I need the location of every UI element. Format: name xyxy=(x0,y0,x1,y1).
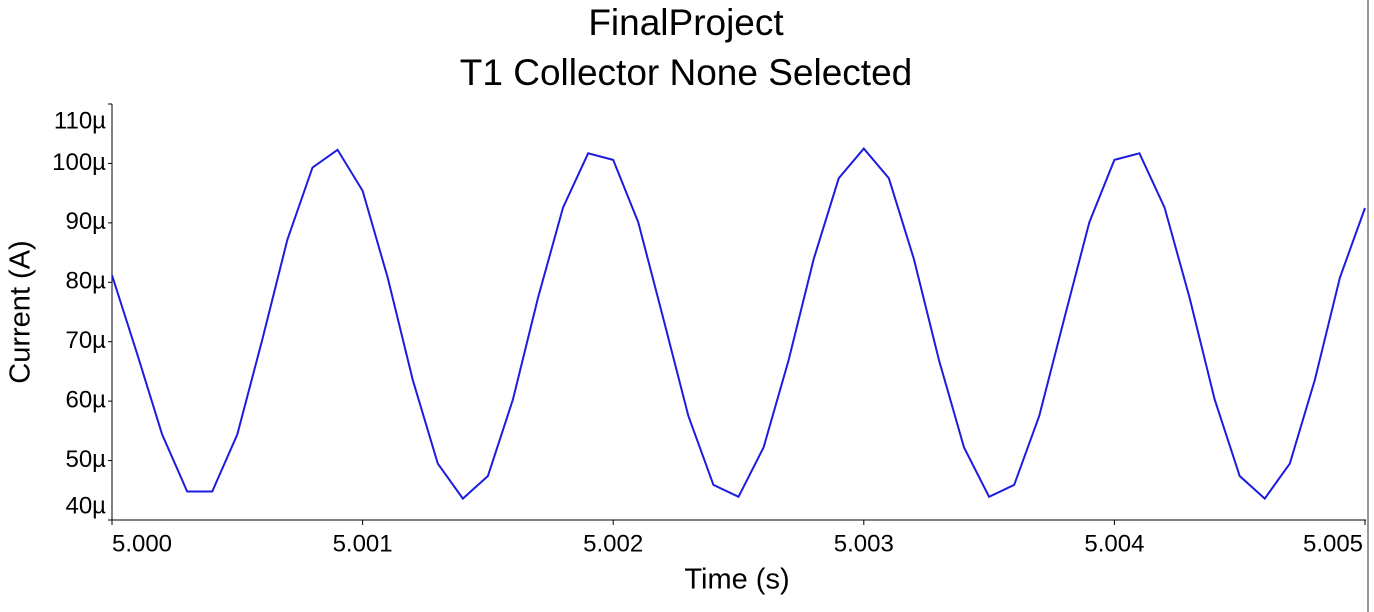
y-tick-label: 60µ xyxy=(65,386,106,413)
data-line xyxy=(111,147,1366,501)
x-tick-label: 5.003 xyxy=(834,530,894,557)
y-tick-label: 80µ xyxy=(65,268,106,295)
x-tick-label: 5.001 xyxy=(333,530,393,557)
x-tick-label: 5.000 xyxy=(112,530,172,557)
chart-subtitle: T1 Collector None Selected xyxy=(460,52,912,93)
x-tick-label: 5.002 xyxy=(583,530,643,557)
x-tick-label: 5.005 xyxy=(1303,530,1363,557)
y-tick-label: 70µ xyxy=(65,327,106,354)
y-tick-label: 90µ xyxy=(65,208,106,235)
y-tick-label: 50µ xyxy=(65,446,106,473)
y-axis-label: Current (A) xyxy=(5,240,37,383)
y-tick-label: 40µ xyxy=(65,492,106,519)
x-axis-label: Time (s) xyxy=(684,564,789,596)
x-tick-label: 5.004 xyxy=(1084,530,1144,557)
y-tick-label: 100µ xyxy=(52,149,106,176)
chart-title: FinalProject xyxy=(588,2,784,43)
y-tick-label: 110µ xyxy=(54,107,106,134)
